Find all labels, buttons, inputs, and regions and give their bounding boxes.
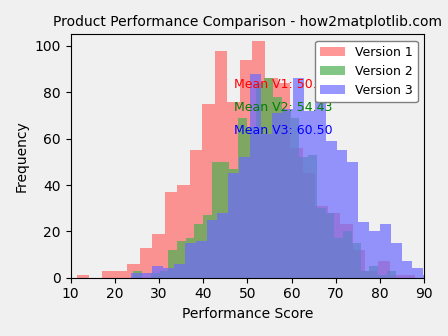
Bar xyxy=(308,155,317,278)
Bar xyxy=(115,271,127,278)
Bar xyxy=(203,215,212,278)
Bar xyxy=(390,276,403,278)
Bar xyxy=(151,273,159,278)
Bar xyxy=(177,185,190,278)
Bar xyxy=(413,268,423,278)
Bar xyxy=(365,271,378,278)
Bar xyxy=(229,169,238,278)
Text: Mean V2: 54.43: Mean V2: 54.43 xyxy=(234,101,332,114)
Bar xyxy=(326,141,336,278)
Bar xyxy=(240,60,253,278)
Bar xyxy=(212,162,221,278)
Bar xyxy=(369,232,380,278)
Bar xyxy=(336,150,348,278)
Y-axis label: Frequency: Frequency xyxy=(15,120,29,192)
Bar xyxy=(253,41,265,278)
Bar xyxy=(256,83,264,278)
Bar xyxy=(283,109,293,278)
Bar xyxy=(194,224,203,278)
Text: Mean V3: 60.50: Mean V3: 60.50 xyxy=(234,124,333,137)
Bar xyxy=(315,206,327,278)
Bar xyxy=(174,264,185,278)
Bar xyxy=(380,224,391,278)
Bar xyxy=(402,261,413,278)
Bar xyxy=(152,234,165,278)
Bar xyxy=(290,148,302,278)
Bar xyxy=(159,271,168,278)
Bar xyxy=(391,243,402,278)
X-axis label: Performance Score: Performance Score xyxy=(182,307,313,321)
Bar xyxy=(221,162,229,278)
Bar xyxy=(186,238,194,278)
Bar xyxy=(77,276,90,278)
Bar xyxy=(369,266,378,278)
Text: Mean V1: 50.31: Mean V1: 50.31 xyxy=(234,78,333,91)
Bar xyxy=(261,134,271,278)
Bar xyxy=(352,243,361,278)
Bar xyxy=(340,224,353,278)
Bar xyxy=(215,50,228,278)
Bar xyxy=(134,271,142,278)
Bar xyxy=(196,241,207,278)
Bar xyxy=(217,213,228,278)
Bar xyxy=(440,276,448,278)
Bar xyxy=(434,266,445,278)
Bar xyxy=(291,118,299,278)
Bar xyxy=(177,241,186,278)
Bar xyxy=(304,111,315,278)
Bar xyxy=(202,104,215,278)
Bar xyxy=(238,118,247,278)
Bar xyxy=(315,90,326,278)
Bar xyxy=(403,276,415,278)
Bar xyxy=(293,78,304,278)
Title: Product Performance Comparison - how2matplotlib.com: Product Performance Comparison - how2mat… xyxy=(53,15,442,29)
Bar xyxy=(207,220,217,278)
Bar xyxy=(271,113,283,278)
Bar xyxy=(250,74,261,278)
Bar xyxy=(423,276,434,278)
Bar xyxy=(164,268,174,278)
Bar xyxy=(378,276,387,278)
Bar xyxy=(282,111,291,278)
Bar xyxy=(247,127,256,278)
Bar xyxy=(131,273,142,278)
Bar xyxy=(278,83,290,278)
Bar xyxy=(273,97,282,278)
Bar xyxy=(102,271,115,278)
Bar xyxy=(264,78,273,278)
Bar xyxy=(152,266,164,278)
Bar xyxy=(334,238,343,278)
Bar xyxy=(265,78,278,278)
Bar xyxy=(142,273,152,278)
Bar xyxy=(387,271,396,278)
Bar xyxy=(348,162,358,278)
Bar xyxy=(228,101,240,278)
Bar xyxy=(185,243,196,278)
Bar xyxy=(239,157,250,278)
Bar xyxy=(317,208,326,278)
Bar xyxy=(302,173,315,278)
Bar xyxy=(190,150,202,278)
Bar xyxy=(327,213,340,278)
Bar xyxy=(165,192,177,278)
Bar xyxy=(326,213,334,278)
Bar xyxy=(140,248,152,278)
Bar xyxy=(228,173,239,278)
Bar xyxy=(378,261,390,278)
Bar xyxy=(168,250,177,278)
Bar xyxy=(343,232,352,278)
Bar xyxy=(361,271,369,278)
Bar xyxy=(358,222,369,278)
Bar xyxy=(127,264,140,278)
Legend: Version 1, Version 2, Version 3: Version 1, Version 2, Version 3 xyxy=(315,41,418,102)
Bar xyxy=(445,268,448,278)
Bar xyxy=(299,157,308,278)
Bar xyxy=(353,250,365,278)
